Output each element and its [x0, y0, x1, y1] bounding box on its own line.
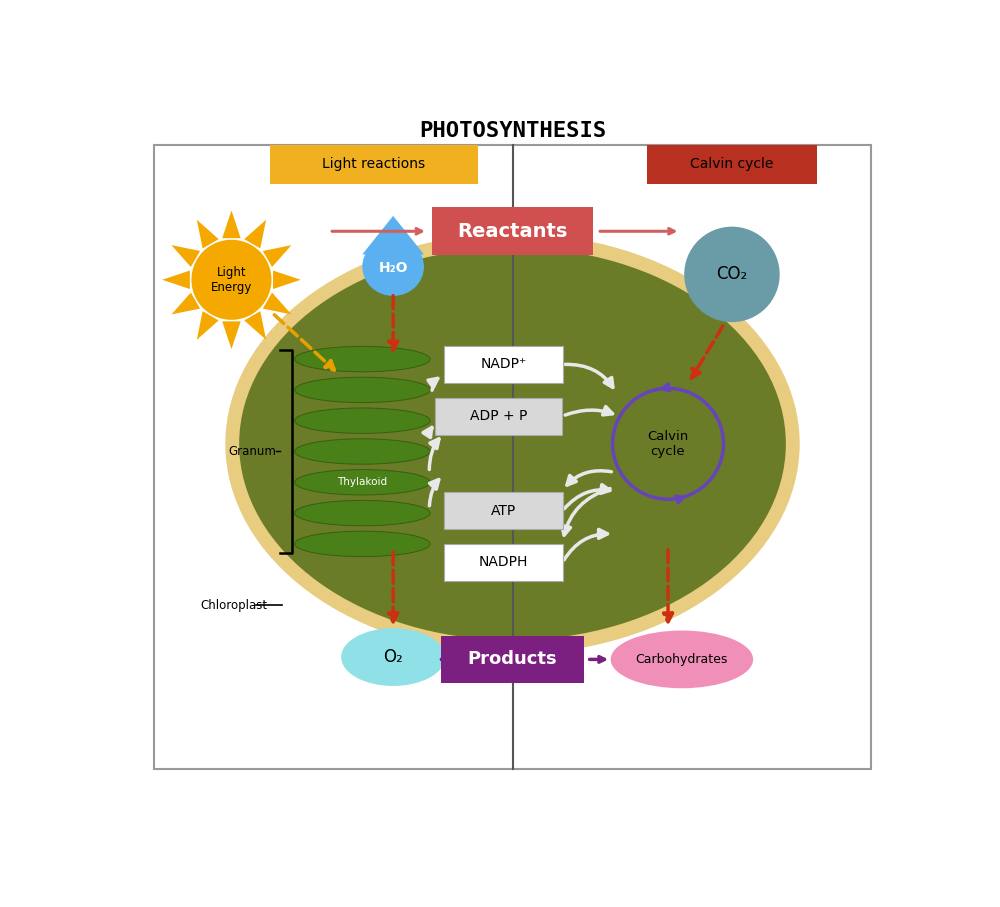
Ellipse shape [341, 629, 445, 686]
Polygon shape [263, 293, 291, 315]
Ellipse shape [295, 532, 430, 557]
Polygon shape [222, 321, 241, 349]
Ellipse shape [362, 238, 424, 296]
Text: Reactants: Reactants [457, 222, 568, 240]
Text: Calvin
cycle: Calvin cycle [647, 430, 689, 458]
Text: NADP⁺: NADP⁺ [480, 357, 526, 372]
FancyBboxPatch shape [435, 397, 562, 434]
Ellipse shape [295, 439, 430, 464]
Ellipse shape [225, 234, 800, 654]
Text: PHOTOSYNTHESIS: PHOTOSYNTHESIS [419, 122, 606, 141]
Circle shape [191, 239, 271, 320]
Text: Calvin cycle: Calvin cycle [690, 157, 774, 171]
FancyBboxPatch shape [441, 636, 584, 683]
Polygon shape [162, 270, 190, 289]
FancyBboxPatch shape [444, 493, 563, 530]
FancyBboxPatch shape [444, 346, 563, 383]
Polygon shape [197, 219, 219, 249]
FancyBboxPatch shape [154, 145, 871, 769]
Ellipse shape [295, 408, 430, 434]
FancyBboxPatch shape [270, 145, 478, 183]
Text: Carbohydrates: Carbohydrates [636, 653, 728, 666]
Text: CO₂: CO₂ [716, 266, 748, 283]
Text: ADP + P: ADP + P [470, 409, 527, 423]
Text: Light
Energy: Light Energy [211, 266, 252, 294]
Polygon shape [171, 293, 200, 315]
Polygon shape [171, 245, 200, 267]
Polygon shape [244, 219, 266, 249]
Text: H₂O: H₂O [378, 261, 408, 275]
FancyBboxPatch shape [647, 145, 817, 183]
Polygon shape [273, 270, 301, 289]
Ellipse shape [295, 346, 430, 372]
Text: O₂: O₂ [383, 649, 403, 666]
Text: Light reactions: Light reactions [322, 157, 425, 171]
Polygon shape [263, 245, 291, 267]
Text: Products: Products [468, 650, 557, 668]
Text: ATP: ATP [491, 503, 516, 518]
Polygon shape [197, 311, 219, 340]
Ellipse shape [295, 501, 430, 526]
Ellipse shape [295, 470, 430, 495]
Text: Thylakoid: Thylakoid [337, 477, 387, 487]
Circle shape [684, 227, 780, 322]
Text: NADPH: NADPH [479, 555, 528, 570]
Ellipse shape [611, 630, 753, 688]
Ellipse shape [239, 248, 786, 640]
Text: Granum: Granum [228, 445, 276, 458]
Polygon shape [222, 210, 241, 239]
Polygon shape [244, 311, 266, 340]
Ellipse shape [295, 377, 430, 403]
FancyBboxPatch shape [444, 544, 563, 580]
Text: Chloroplast: Chloroplast [201, 599, 268, 612]
Polygon shape [362, 216, 424, 254]
FancyBboxPatch shape [432, 208, 593, 255]
